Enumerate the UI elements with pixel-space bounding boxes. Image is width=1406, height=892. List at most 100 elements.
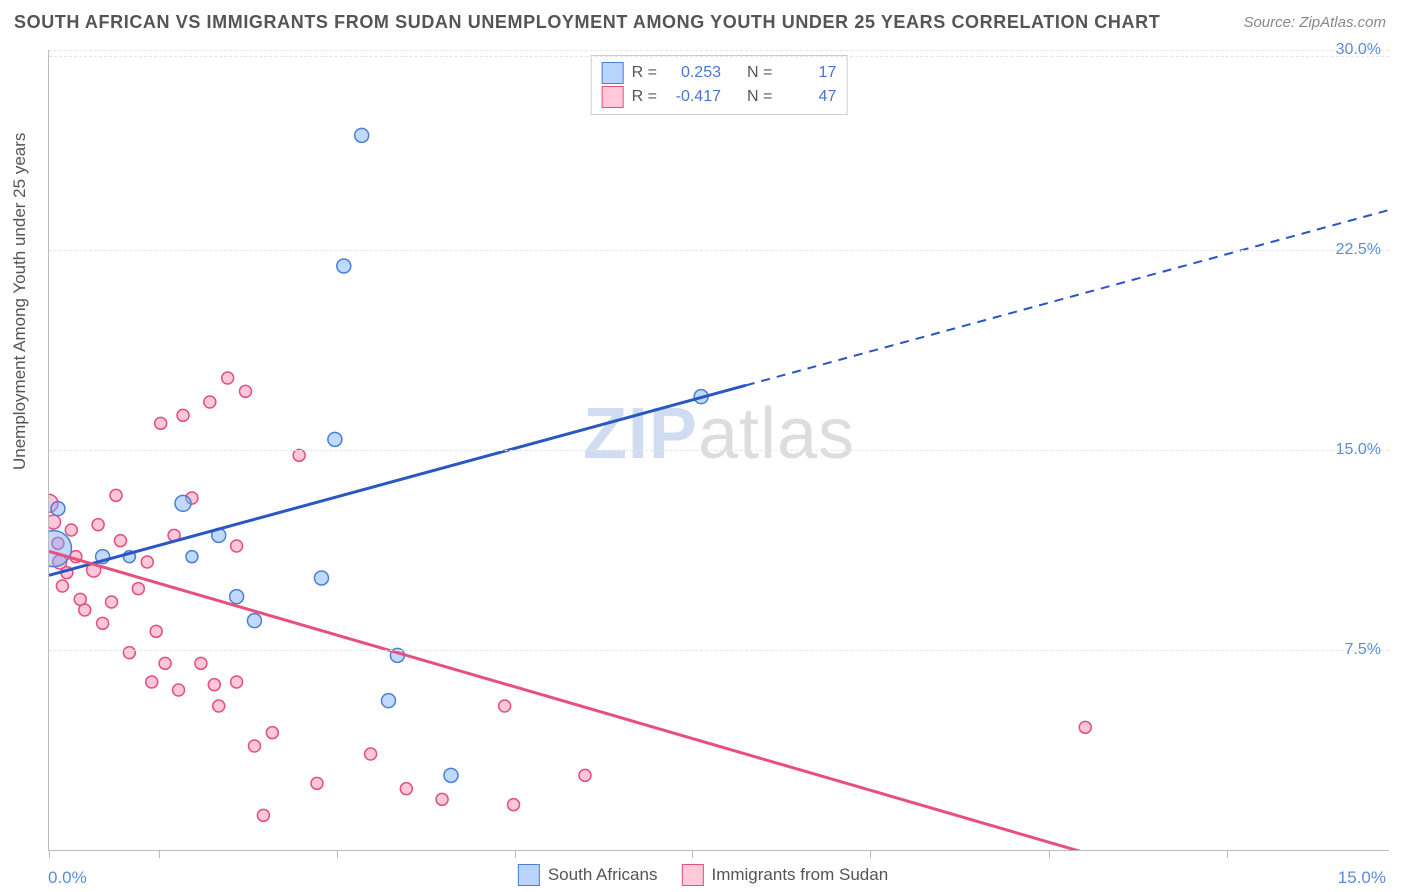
point-pink	[110, 489, 122, 501]
point-pink	[248, 740, 260, 752]
point-blue	[212, 528, 226, 542]
point-blue	[123, 551, 135, 563]
r-value-blue: 0.253	[665, 64, 721, 82]
point-blue	[51, 502, 65, 516]
x-tick	[49, 850, 50, 858]
point-pink	[240, 385, 252, 397]
point-blue	[328, 432, 342, 446]
y-tick-label: 15.0%	[1336, 441, 1381, 459]
point-pink	[87, 563, 101, 577]
legend-item-blue: South Africans	[518, 864, 658, 886]
gridline-h	[49, 650, 1389, 651]
point-pink	[208, 679, 220, 691]
point-pink	[508, 799, 520, 811]
x-tick	[1227, 850, 1228, 858]
watermark: ZIPatlas	[583, 393, 855, 475]
r-label: R =	[632, 64, 657, 82]
y-tick-label: 7.5%	[1345, 641, 1381, 659]
point-pink	[150, 625, 162, 637]
legend-stats-row-blue: R = 0.253 N = 17	[602, 62, 837, 84]
point-blue	[49, 531, 71, 567]
point-pink	[49, 494, 58, 512]
point-blue	[381, 694, 395, 708]
point-pink	[1079, 721, 1091, 733]
swatch-pink-icon	[681, 864, 703, 886]
x-max-label: 15.0%	[1338, 868, 1386, 888]
n-value-pink: 47	[780, 88, 836, 106]
x-tick	[692, 850, 693, 858]
point-blue	[314, 571, 328, 585]
point-pink	[123, 647, 135, 659]
point-pink	[53, 555, 67, 569]
point-pink	[92, 519, 104, 531]
x-tick	[159, 850, 160, 858]
point-pink	[168, 529, 180, 541]
n-label: N =	[747, 88, 772, 106]
point-pink	[97, 617, 109, 629]
point-pink	[195, 657, 207, 669]
watermark-zip: ZIP	[583, 394, 698, 474]
point-pink	[266, 727, 278, 739]
point-pink	[70, 551, 82, 563]
point-blue	[175, 495, 191, 511]
point-pink	[579, 769, 591, 781]
swatch-pink-icon	[602, 86, 624, 108]
point-blue	[186, 551, 198, 563]
chart-container: SOUTH AFRICAN VS IMMIGRANTS FROM SUDAN U…	[0, 0, 1406, 892]
r-value-pink: -0.417	[665, 88, 721, 106]
point-pink	[106, 596, 118, 608]
point-pink	[61, 567, 73, 579]
point-blue	[96, 550, 110, 564]
legend-series: South Africans Immigrants from Sudan	[518, 864, 888, 886]
legend-stats-row-pink: R = -0.417 N = 47	[602, 86, 837, 108]
point-pink	[204, 396, 216, 408]
plot-area: ZIPatlas R = 0.253 N = 17 R = -0.417 N =…	[48, 50, 1389, 851]
point-pink	[132, 583, 144, 595]
point-pink	[173, 684, 185, 696]
point-pink	[74, 593, 86, 605]
legend-item-pink: Immigrants from Sudan	[681, 864, 888, 886]
point-pink	[52, 537, 64, 549]
x-tick	[1049, 850, 1050, 858]
gridline-h	[49, 250, 1389, 251]
point-pink	[159, 657, 171, 669]
point-blue	[230, 590, 244, 604]
point-pink	[400, 783, 412, 795]
point-pink	[257, 809, 269, 821]
x-tick	[515, 850, 516, 858]
legend-label-blue: South Africans	[548, 865, 658, 885]
point-pink	[155, 417, 167, 429]
point-blue	[355, 128, 369, 142]
point-pink	[56, 580, 68, 592]
point-pink	[365, 748, 377, 760]
point-pink	[65, 524, 77, 536]
legend-label-pink: Immigrants from Sudan	[711, 865, 888, 885]
gridline-h	[49, 56, 1389, 57]
watermark-atlas: atlas	[698, 394, 855, 474]
trend-pink-solid	[49, 551, 1103, 850]
legend-stats: R = 0.253 N = 17 R = -0.417 N = 47	[591, 55, 848, 115]
point-pink	[146, 676, 158, 688]
point-blue	[337, 259, 351, 273]
swatch-blue-icon	[518, 864, 540, 886]
point-pink	[177, 409, 189, 421]
point-pink	[436, 793, 448, 805]
point-pink	[186, 492, 198, 504]
gridline-h	[49, 450, 1389, 451]
y-axis-label: Unemployment Among Youth under 25 years	[10, 133, 30, 470]
x-tick	[337, 850, 338, 858]
point-pink	[49, 515, 60, 529]
point-pink	[293, 449, 305, 461]
n-value-blue: 17	[780, 64, 836, 82]
point-pink	[231, 676, 243, 688]
y-tick-label: 22.5%	[1336, 241, 1381, 259]
point-pink	[499, 700, 511, 712]
point-blue	[247, 614, 261, 628]
point-pink	[79, 604, 91, 616]
point-pink	[222, 372, 234, 384]
r-label: R =	[632, 88, 657, 106]
x-origin-label: 0.0%	[48, 868, 87, 888]
point-pink	[213, 700, 225, 712]
point-pink	[231, 540, 243, 552]
swatch-blue-icon	[602, 62, 624, 84]
